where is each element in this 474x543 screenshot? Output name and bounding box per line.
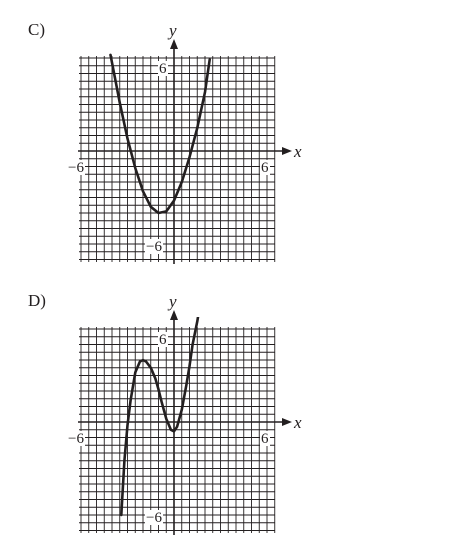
- tick-label-x-max: 6: [261, 431, 269, 447]
- tick-label-y-min: −6: [146, 239, 162, 255]
- curve-series: [120, 317, 200, 517]
- graph-d: x y −6 6 6 −6: [67, 292, 302, 535]
- choice-d-label: D): [28, 291, 46, 310]
- graph-c: x y −6 6 6 −6: [67, 21, 302, 264]
- y-axis-label: y: [167, 292, 177, 311]
- tick-label-x-min: −6: [68, 431, 84, 447]
- tick-label-x-max-bg: [260, 431, 270, 446]
- choice-c-label: C): [28, 20, 45, 39]
- y-axis-arrow: [170, 39, 178, 49]
- tick-label-x-min-bg: [67, 431, 85, 446]
- tick-label-x-min-bg: [67, 160, 85, 175]
- tick-label-y-max: 6: [159, 61, 167, 77]
- tick-label-y-max: 6: [159, 332, 167, 348]
- tick-label-x-max: 6: [261, 160, 269, 176]
- tick-label-y-min-bg: [145, 239, 163, 254]
- tick-label-x-max-bg: [260, 160, 270, 175]
- x-axis-arrow: [282, 418, 292, 426]
- tick-label-y-max-bg: [158, 61, 168, 76]
- grid-lines: [79, 56, 276, 262]
- y-axis-label: y: [167, 21, 177, 40]
- curve-series: [109, 53, 211, 215]
- x-axis-label: x: [293, 142, 302, 161]
- tick-label-y-min: −6: [146, 510, 162, 526]
- tick-label-y-min-bg: [145, 510, 163, 525]
- tick-label-y-max-bg: [158, 332, 168, 347]
- x-axis-label: x: [293, 413, 302, 432]
- tick-label-x-min: −6: [68, 160, 84, 176]
- grid-lines: [79, 327, 276, 533]
- y-axis-arrow: [170, 310, 178, 320]
- x-axis-arrow: [282, 147, 292, 155]
